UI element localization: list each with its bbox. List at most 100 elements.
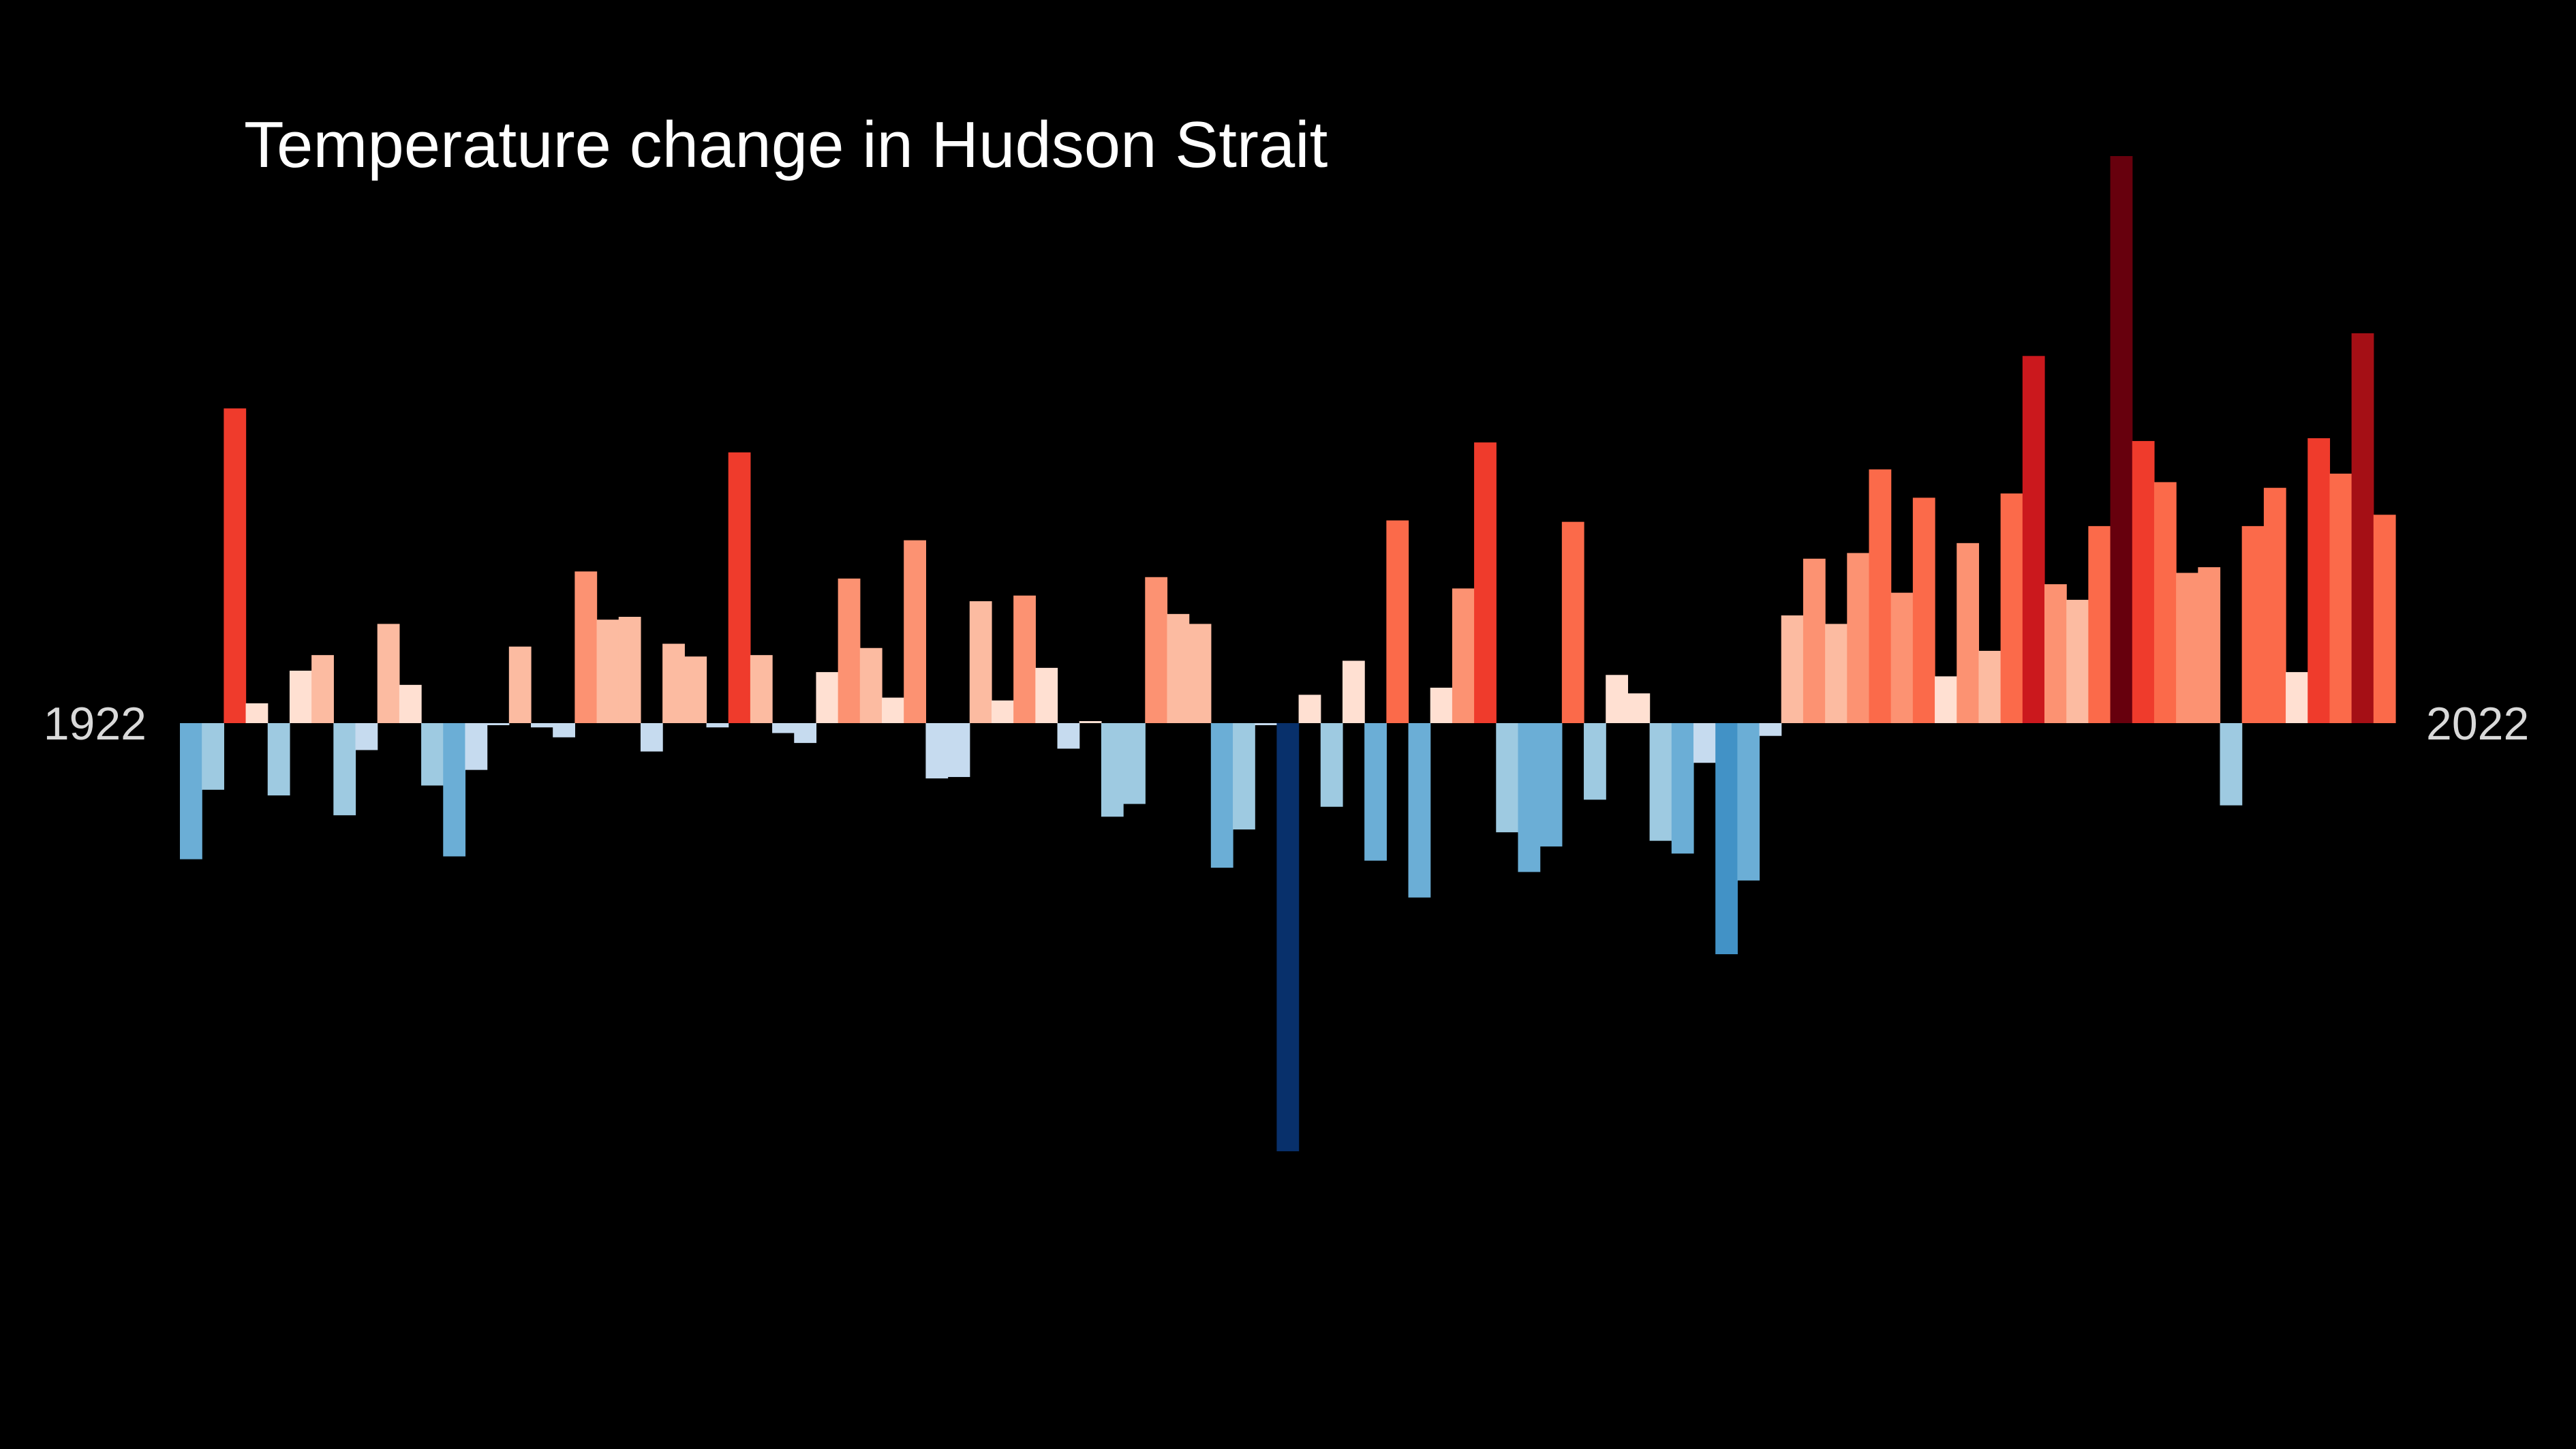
bar-1967 <box>1167 613 1190 723</box>
bar-1994 <box>1759 723 1782 736</box>
bar-1972 <box>1276 723 1300 1152</box>
bar-1933 <box>421 723 444 786</box>
bar-2009 <box>2088 525 2111 723</box>
bar-2001 <box>1912 498 1935 723</box>
bar-1982 <box>1496 723 1519 833</box>
bar-1998 <box>1847 553 1870 723</box>
bar-1949 <box>772 723 795 733</box>
bar-1929 <box>333 723 356 816</box>
bar-1987 <box>1606 675 1629 723</box>
bar-1970 <box>1233 723 1255 829</box>
bar-1936 <box>487 723 510 725</box>
bar-1968 <box>1189 624 1212 723</box>
bar-2014 <box>2198 567 2221 723</box>
bar-1962 <box>1057 723 1080 749</box>
bar-2010 <box>2110 156 2133 723</box>
bar-1947 <box>728 452 751 723</box>
bar-1983 <box>1518 723 1541 872</box>
bar-1946 <box>706 723 729 728</box>
start-year-label: 1922 <box>44 698 147 750</box>
bar-1941 <box>596 620 619 723</box>
bar-1952 <box>838 578 861 723</box>
bar-1943 <box>640 723 663 752</box>
bar-1997 <box>1825 624 1847 723</box>
bar-2012 <box>2153 482 2177 723</box>
bar-1965 <box>1123 723 1146 804</box>
bar-1954 <box>882 697 904 723</box>
bar-1978 <box>1408 723 1431 898</box>
bar-1999 <box>1869 469 1892 723</box>
bar-1937 <box>508 646 532 723</box>
bar-1928 <box>311 655 334 723</box>
bar-1990 <box>1671 723 1694 854</box>
bar-1924 <box>224 408 247 723</box>
bar-1980 <box>1452 588 1475 723</box>
bar-2007 <box>2044 584 2067 723</box>
bar-1942 <box>618 617 641 723</box>
bar-1966 <box>1145 577 1168 723</box>
bar-2022 <box>2373 515 2396 723</box>
bar-1927 <box>289 671 312 723</box>
bar-2000 <box>1890 592 1914 723</box>
bar-1944 <box>662 643 685 723</box>
end-year-label: 2022 <box>2426 698 2529 750</box>
bar-2020 <box>2329 473 2352 723</box>
bar-1971 <box>1255 723 1278 725</box>
bar-1984 <box>1539 723 1563 846</box>
bar-1960 <box>1013 595 1036 723</box>
bar-2006 <box>2022 356 2045 723</box>
bar-1940 <box>574 571 598 723</box>
bar-1955 <box>904 540 926 723</box>
bar-1964 <box>1101 723 1124 817</box>
bar-1958 <box>969 601 992 723</box>
bar-2004 <box>1978 650 2002 723</box>
bar-1992 <box>1715 723 1738 955</box>
bar-1939 <box>553 723 575 737</box>
bar-1932 <box>399 684 422 723</box>
bar-1975 <box>1342 660 1365 723</box>
bar-1953 <box>859 647 883 723</box>
bar-1976 <box>1364 723 1387 861</box>
bar-1989 <box>1649 723 1672 841</box>
bar-2018 <box>2286 672 2308 723</box>
bar-1961 <box>1035 667 1058 723</box>
bar-2002 <box>1935 676 1957 723</box>
bar-1986 <box>1584 723 1606 800</box>
bar-1977 <box>1386 520 1409 723</box>
bar-2021 <box>2351 333 2374 723</box>
bar-2003 <box>1957 543 1980 723</box>
bar-1963 <box>1079 721 1102 723</box>
bar-1993 <box>1737 723 1760 881</box>
bar-1930 <box>355 723 378 750</box>
bar-1926 <box>267 723 290 796</box>
bar-1981 <box>1474 442 1497 723</box>
bar-2011 <box>2132 441 2155 723</box>
bar-1959 <box>991 700 1014 723</box>
bar-2016 <box>2241 525 2265 723</box>
bar-1979 <box>1430 688 1453 723</box>
bar-1931 <box>377 624 400 723</box>
bar-1923 <box>202 723 224 790</box>
bar-1957 <box>947 723 970 778</box>
bar-1974 <box>1320 723 1343 807</box>
bar-2013 <box>2176 573 2198 723</box>
bar-1985 <box>1561 521 1584 723</box>
bar-1938 <box>531 723 553 728</box>
bar-1995 <box>1781 615 1804 723</box>
bar-1948 <box>750 655 773 723</box>
bar-1988 <box>1627 693 1651 723</box>
bar-1934 <box>443 723 466 857</box>
bar-1969 <box>1210 723 1233 868</box>
bar-1951 <box>816 672 839 723</box>
bar-1950 <box>794 723 817 744</box>
bar-2017 <box>2263 487 2286 723</box>
bar-1973 <box>1298 695 1321 723</box>
bar-1945 <box>684 656 707 723</box>
bar-2008 <box>2066 600 2089 723</box>
bar-2005 <box>2000 493 2023 723</box>
bar-1991 <box>1693 723 1716 763</box>
bar-2015 <box>2220 723 2243 806</box>
chart-title: Temperature change in Hudson Strait <box>244 108 1328 181</box>
